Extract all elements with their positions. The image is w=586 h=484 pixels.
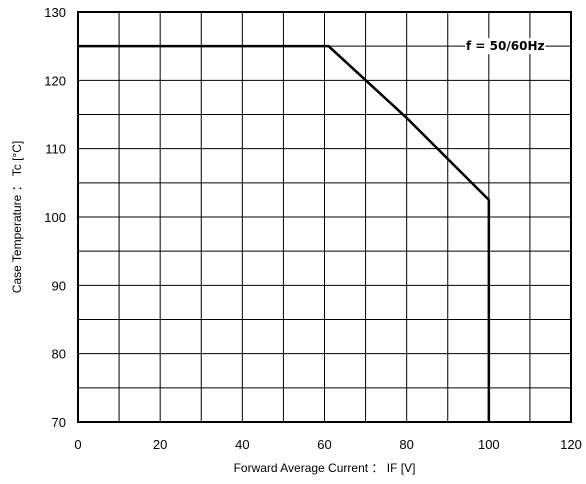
frequency-annotation: f = 50/60Hz — [466, 39, 544, 53]
series-layer — [78, 44, 491, 422]
series-line — [78, 44, 491, 422]
y-tick-label: 120 — [44, 73, 66, 88]
x-tick-label: 120 — [560, 437, 582, 452]
x-tick-label: 0 — [74, 437, 81, 452]
x-tick-labels: 0 20 40 60 80 100 120 — [74, 437, 581, 452]
y-axis-label: Case Temperature ： Tc [°C] — [10, 141, 24, 293]
y-tick-labels: 70 80 90 100 110 120 130 — [44, 5, 66, 430]
x-tick-label: 80 — [399, 437, 413, 452]
annotation-background — [465, 38, 546, 55]
y-tick-label: 130 — [44, 5, 66, 20]
y-tick-label: 80 — [52, 347, 66, 362]
grid — [78, 12, 571, 422]
x-tick-label: 20 — [153, 437, 167, 452]
x-tick-label: 100 — [478, 437, 500, 452]
x-tick-label: 40 — [235, 437, 249, 452]
y-tick-label: 90 — [52, 278, 66, 293]
y-tick-label: 110 — [45, 142, 66, 157]
y-tick-label: 70 — [52, 415, 66, 430]
plot-frame — [77, 11, 572, 423]
y-tick-label: 100 — [44, 210, 66, 225]
x-tick-label: 60 — [317, 437, 331, 452]
x-axis-label: Forward Average Current ： IF [V] — [234, 461, 416, 475]
